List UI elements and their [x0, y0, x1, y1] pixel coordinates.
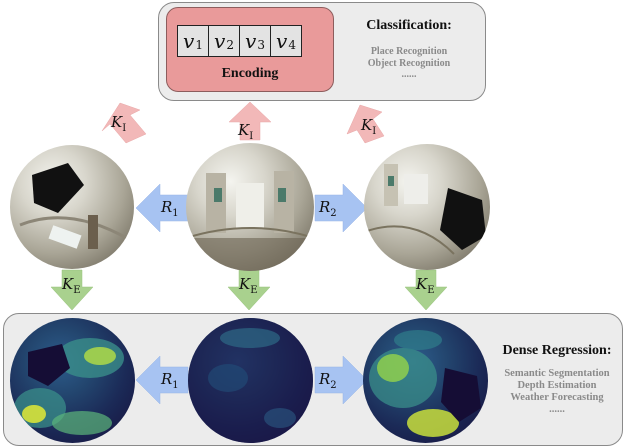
heatmap-sphere-right	[363, 318, 488, 443]
heatmap-sphere-left	[10, 318, 135, 443]
heatmap-sphere-left-detail	[14, 338, 124, 435]
encoding-label: Encoding	[221, 66, 279, 81]
sphere-image-left	[10, 145, 134, 269]
sphere-image-center-detail	[186, 171, 314, 271]
sphere-image-right-detail	[364, 164, 486, 255]
dense-regression-task: Semantic Segmentation	[504, 368, 610, 379]
rotation-label: R1	[161, 198, 179, 219]
rotation-arrow-left-bottom	[135, 355, 189, 405]
equivariant-arrow-left	[50, 269, 94, 311]
classification-task: ......	[401, 69, 417, 80]
invariant-label: KI	[361, 116, 377, 137]
dense-regression-task: Depth Estimation	[517, 380, 597, 392]
dense-regression-title: Dense Regression:	[502, 343, 612, 358]
equivariant-label: KE	[239, 275, 258, 296]
classification-task-list: Place Recognition Object Recognition ...…	[343, 46, 475, 81]
rotation-label: R2	[319, 370, 337, 391]
heatmap-sphere-center	[188, 318, 313, 443]
invariant-arrow-left	[101, 102, 147, 144]
sphere-image-center	[186, 143, 314, 271]
dense-regression-task: Weather Forecasting	[510, 392, 604, 404]
heatmap-sphere-right-detail	[369, 330, 481, 437]
equivariant-arrow-right	[404, 269, 448, 311]
rotation-label: R2	[319, 198, 337, 219]
sphere-image-right	[364, 144, 490, 270]
equivariant-arrow-center	[227, 269, 271, 311]
invariant-label: KI	[238, 121, 254, 142]
rotation-arrow-right-bottom	[314, 355, 368, 405]
dense-regression-task-list: Semantic Segmentation Depth Estimation W…	[492, 368, 622, 416]
equivariant-label: KE	[62, 275, 81, 296]
classification-task: Object Recognition	[367, 57, 451, 69]
dense-regression-task: ......	[549, 404, 565, 416]
sphere-image-left-detail	[19, 163, 131, 249]
classification-task: Place Recognition	[370, 46, 448, 57]
invariant-arrow-center	[228, 101, 272, 141]
rotation-arrow-right-top	[314, 183, 368, 233]
invariant-arrow-right	[346, 104, 385, 144]
rotation-label: R1	[161, 370, 179, 391]
classification-title: Classification:	[366, 18, 452, 33]
invariant-label: KI	[111, 113, 127, 134]
heatmap-sphere-center-detail	[188, 318, 313, 443]
rotation-arrow-left-top	[135, 183, 189, 233]
equivariant-label: KE	[416, 275, 435, 296]
